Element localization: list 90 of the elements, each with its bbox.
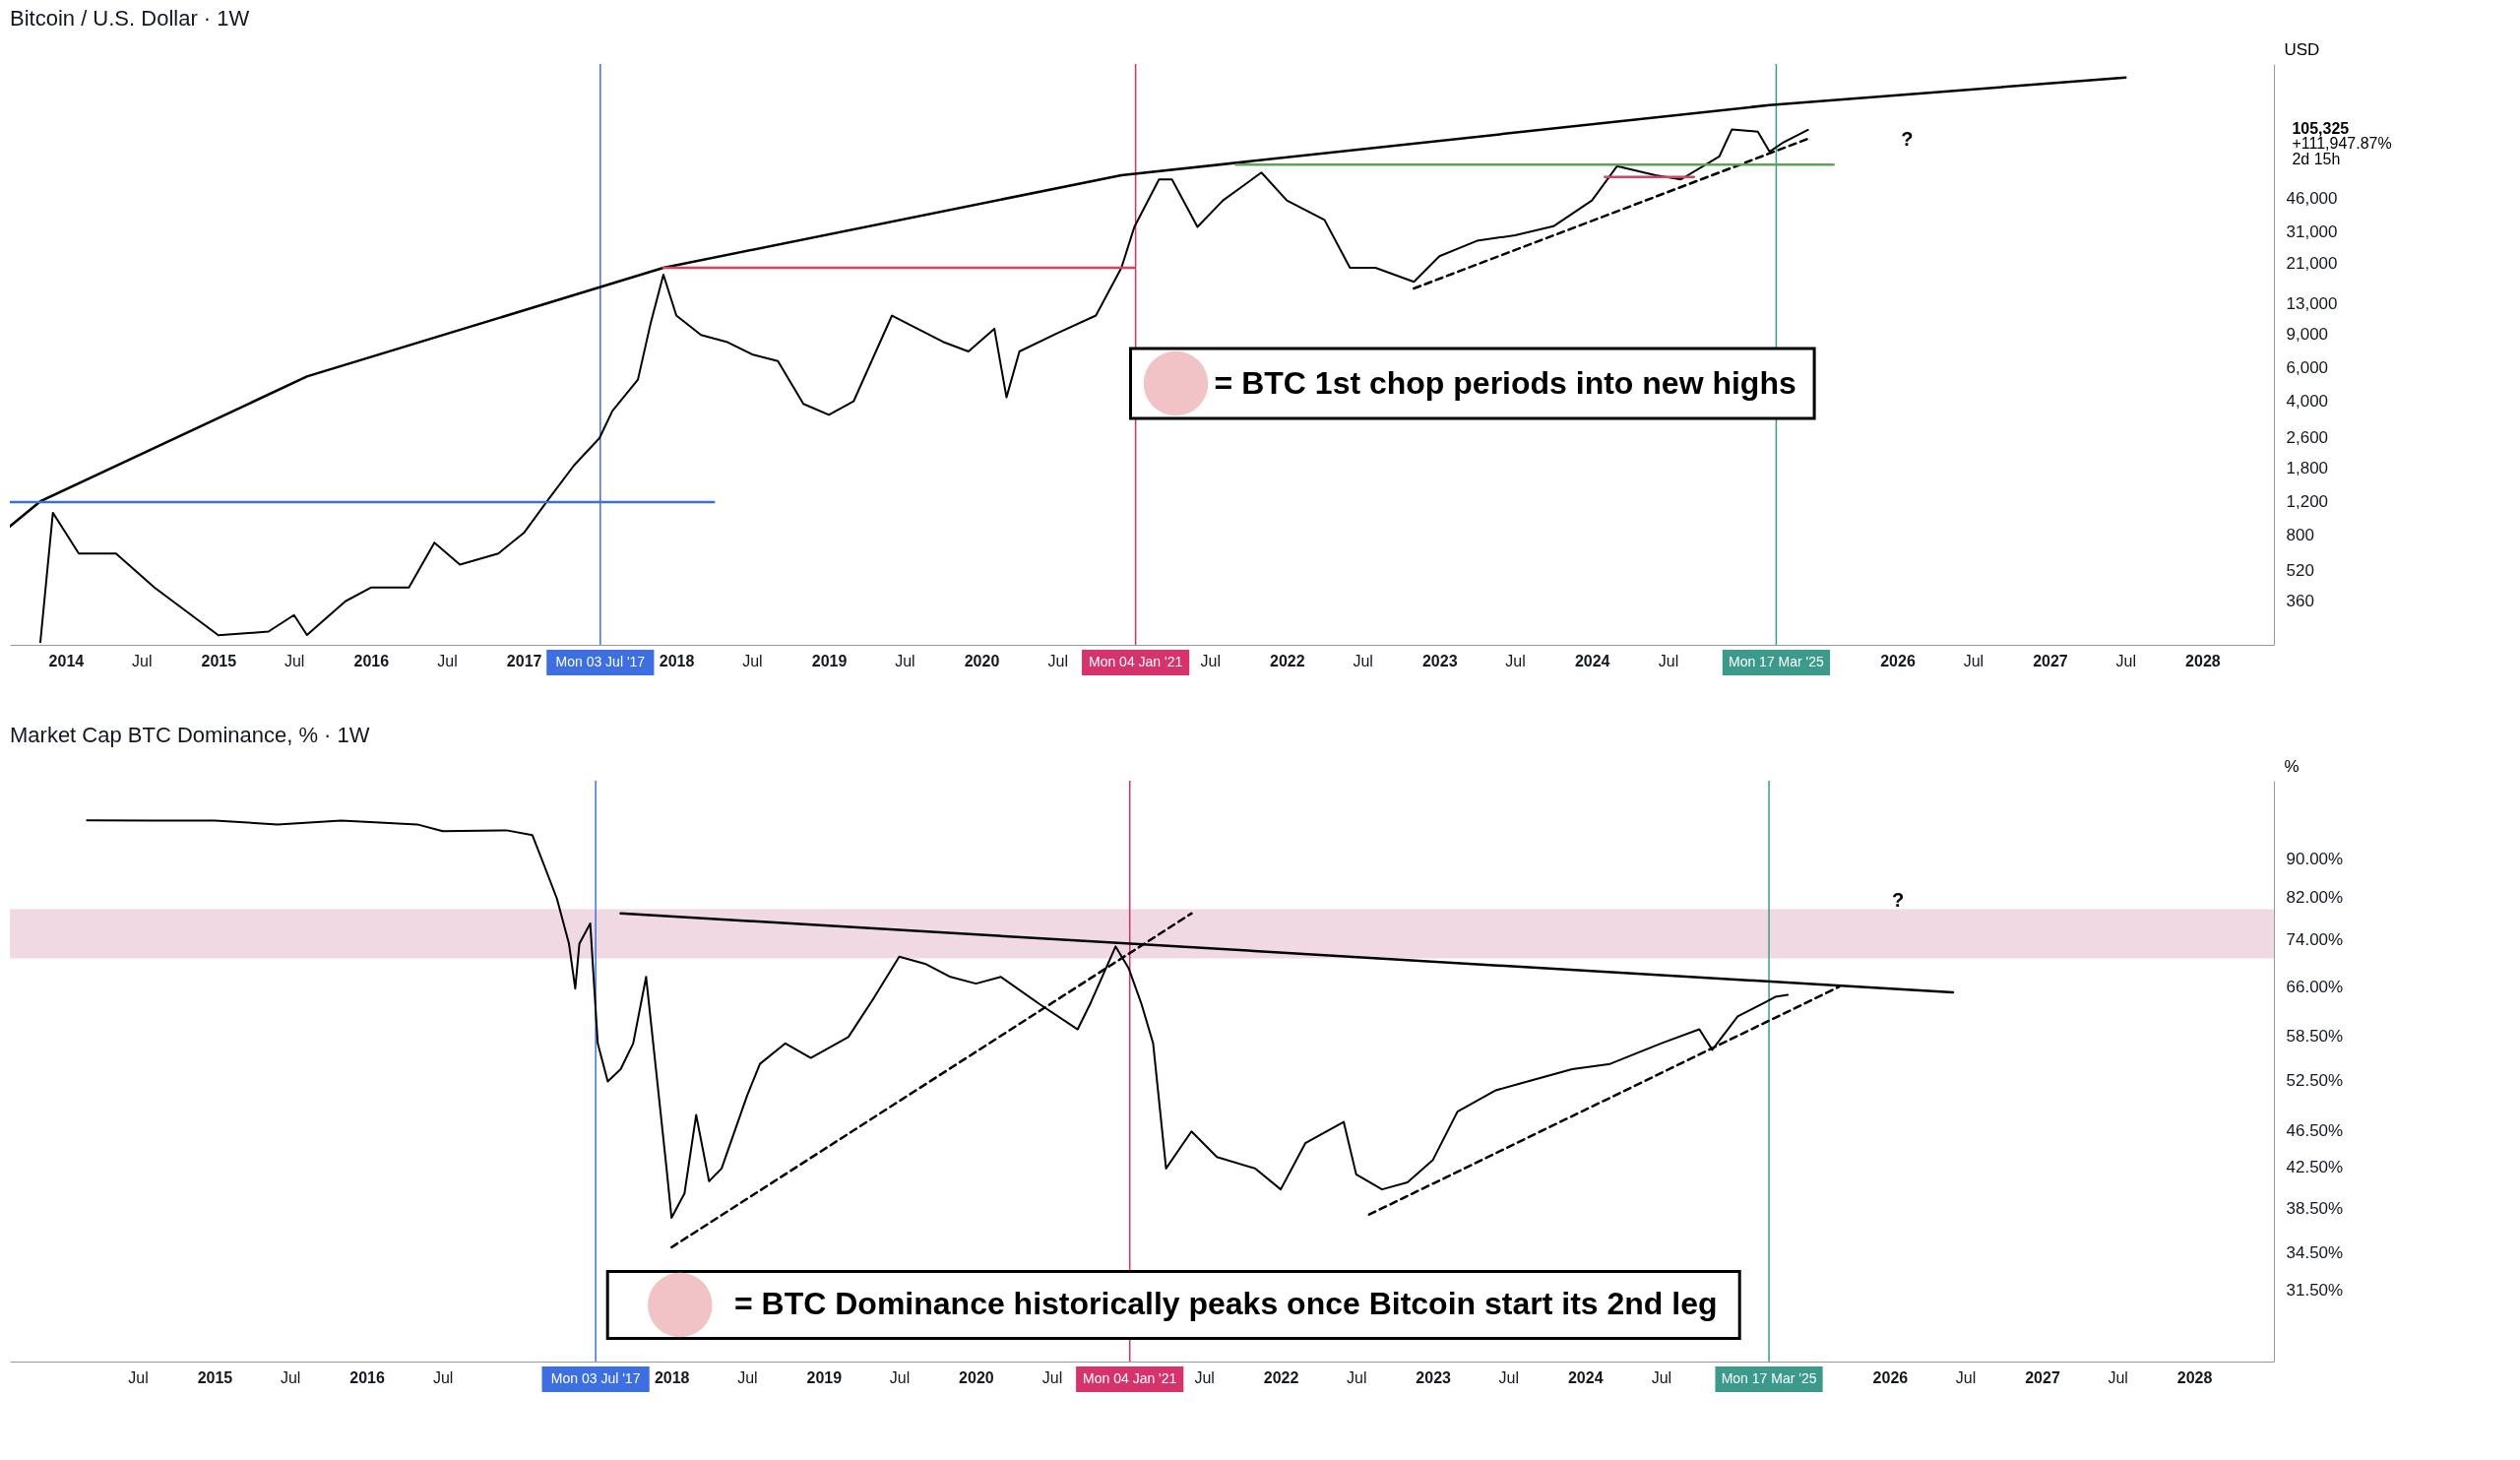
x-tick-label: Jul xyxy=(1505,652,1526,669)
x-tick-label: Jul xyxy=(742,652,763,669)
x-tick-label: Jul xyxy=(1194,1368,1215,1386)
x-tick-label: Jul xyxy=(895,652,915,669)
y-tick-label: 1,800 xyxy=(2286,458,2329,477)
x-tick-label: 2019 xyxy=(811,652,848,669)
y-tick-label: 4,000 xyxy=(2286,392,2329,412)
x-tick-label: Jul xyxy=(1041,1368,1063,1386)
x-tick-label: Jul xyxy=(889,1368,911,1386)
x-tick-label: Jul xyxy=(737,1368,758,1386)
text: 2d 15h xyxy=(2292,150,2341,167)
line-series xyxy=(10,76,2127,528)
ref-line-label: Mon 03 Jul '17 xyxy=(555,654,646,669)
y-tick-label: 74.00% xyxy=(2286,930,2344,950)
x-tick-label: 2015 xyxy=(201,652,237,669)
x-tick-label: Jul xyxy=(1353,652,1373,669)
y-tick-label: 1,200 xyxy=(2286,491,2329,511)
x-tick-label: Jul xyxy=(131,652,153,669)
x-tick-label: Jul xyxy=(2108,1368,2128,1386)
x-tick-label: 2018 xyxy=(659,652,695,669)
chart-title: Bitcoin / U.S. Dollar · 1W xyxy=(10,6,250,31)
x-tick-label: Jul xyxy=(1963,652,1984,669)
ref-line-label: Mon 04 Jan '21 xyxy=(1088,654,1183,669)
y-tick-label: 58.50% xyxy=(2286,1027,2344,1047)
x-tick-label: 2024 xyxy=(1567,1368,1604,1386)
y-tick-label: 21,000 xyxy=(2286,254,2338,274)
x-tick-label: 2027 xyxy=(2033,652,2068,669)
x-tick-label: Jul xyxy=(1658,652,1679,669)
x-tick-label: Jul xyxy=(1047,652,1068,669)
chart-title: Market Cap BTC Dominance, % · 1W xyxy=(10,723,370,747)
y-axis-title: USD xyxy=(2284,39,2320,59)
y-tick-label: 800 xyxy=(2286,525,2314,544)
x-tick-label: 2017 xyxy=(506,652,542,669)
x-tick-label: Jul xyxy=(2115,652,2137,669)
ref-line-label: Mon 17 Mar '25 xyxy=(1728,654,1825,669)
y-tick-label: 90.00% xyxy=(2286,850,2344,869)
x-tick-label: 2027 xyxy=(2025,1368,2060,1386)
y-tick-label: 2,600 xyxy=(2286,427,2329,447)
y-tick-label: 66.00% xyxy=(2286,977,2344,996)
x-tick-label: 2020 xyxy=(959,1368,994,1386)
x-tick-label: 2018 xyxy=(654,1368,690,1386)
y-tick-label: 46,000 xyxy=(2286,189,2338,209)
y-tick-label: 13,000 xyxy=(2286,293,2338,313)
annotation: ? xyxy=(1901,128,1914,151)
ref-line-label: Mon 17 Mar '25 xyxy=(1721,1370,1817,1386)
x-tick-label: 2024 xyxy=(1574,652,1610,669)
y-tick-label: 46.50% xyxy=(2286,1120,2344,1140)
y-tick-label: 6,000 xyxy=(2286,358,2329,378)
x-tick-label: 2016 xyxy=(349,1368,385,1386)
x-tick-label: Jul xyxy=(284,652,305,669)
annotation: ? xyxy=(1892,889,1905,912)
y-tick-label: 520 xyxy=(2286,561,2314,581)
line-series xyxy=(38,128,1809,644)
y-tick-label: 38.50% xyxy=(2286,1198,2344,1218)
x-tick-label: Jul xyxy=(1346,1368,1367,1386)
x-tick-label: Jul xyxy=(1955,1368,1977,1386)
x-tick-label: 2019 xyxy=(806,1368,843,1386)
x-tick-label: Jul xyxy=(432,1368,454,1386)
x-tick-label: 2020 xyxy=(964,652,1000,669)
y-axis-title: % xyxy=(2284,756,2300,776)
y-tick-label: 31,000 xyxy=(2286,222,2338,241)
y-tick-label: 31.50% xyxy=(2286,1281,2344,1301)
ref-line-label: Mon 03 Jul '17 xyxy=(550,1370,641,1386)
x-tick-label: 2015 xyxy=(197,1368,233,1386)
x-tick-label: 2023 xyxy=(1421,652,1458,669)
y-tick-label: 34.50% xyxy=(2286,1243,2344,1263)
y-tick-label: 9,000 xyxy=(2286,324,2329,344)
y-tick-label: 42.50% xyxy=(2286,1158,2344,1177)
x-tick-label: 2014 xyxy=(48,652,85,669)
y-tick-label: 52.50% xyxy=(2286,1071,2344,1091)
y-tick-label: 360 xyxy=(2286,592,2314,611)
x-tick-label: 2028 xyxy=(2185,652,2221,669)
x-tick-label: 2022 xyxy=(1270,652,1305,669)
x-tick-label: 2026 xyxy=(1880,652,1916,669)
annotation: = BTC Dominance historically peaks once Bitcoin start its 2nd leg xyxy=(734,1286,1718,1322)
x-tick-label: Jul xyxy=(128,1368,149,1386)
annotation: = BTC 1st chop periods into new highs xyxy=(1214,364,1796,401)
ref-line-label: Mon 04 Jan '21 xyxy=(1083,1370,1177,1386)
x-tick-label: 2022 xyxy=(1263,1368,1299,1386)
x-tick-label: 2026 xyxy=(1872,1368,1909,1386)
x-tick-label: Jul xyxy=(1651,1368,1672,1386)
x-tick-label: 2028 xyxy=(2176,1368,2213,1386)
x-tick-label: Jul xyxy=(437,652,458,669)
x-tick-label: Jul xyxy=(1200,652,1221,669)
x-tick-label: Jul xyxy=(280,1368,301,1386)
x-tick-label: 2016 xyxy=(353,652,390,669)
text: 105,325 xyxy=(2292,120,2350,138)
x-tick-label: Jul xyxy=(1498,1368,1520,1386)
y-tick-label: 82.00% xyxy=(2286,888,2344,908)
x-tick-label: 2023 xyxy=(1416,1368,1452,1386)
